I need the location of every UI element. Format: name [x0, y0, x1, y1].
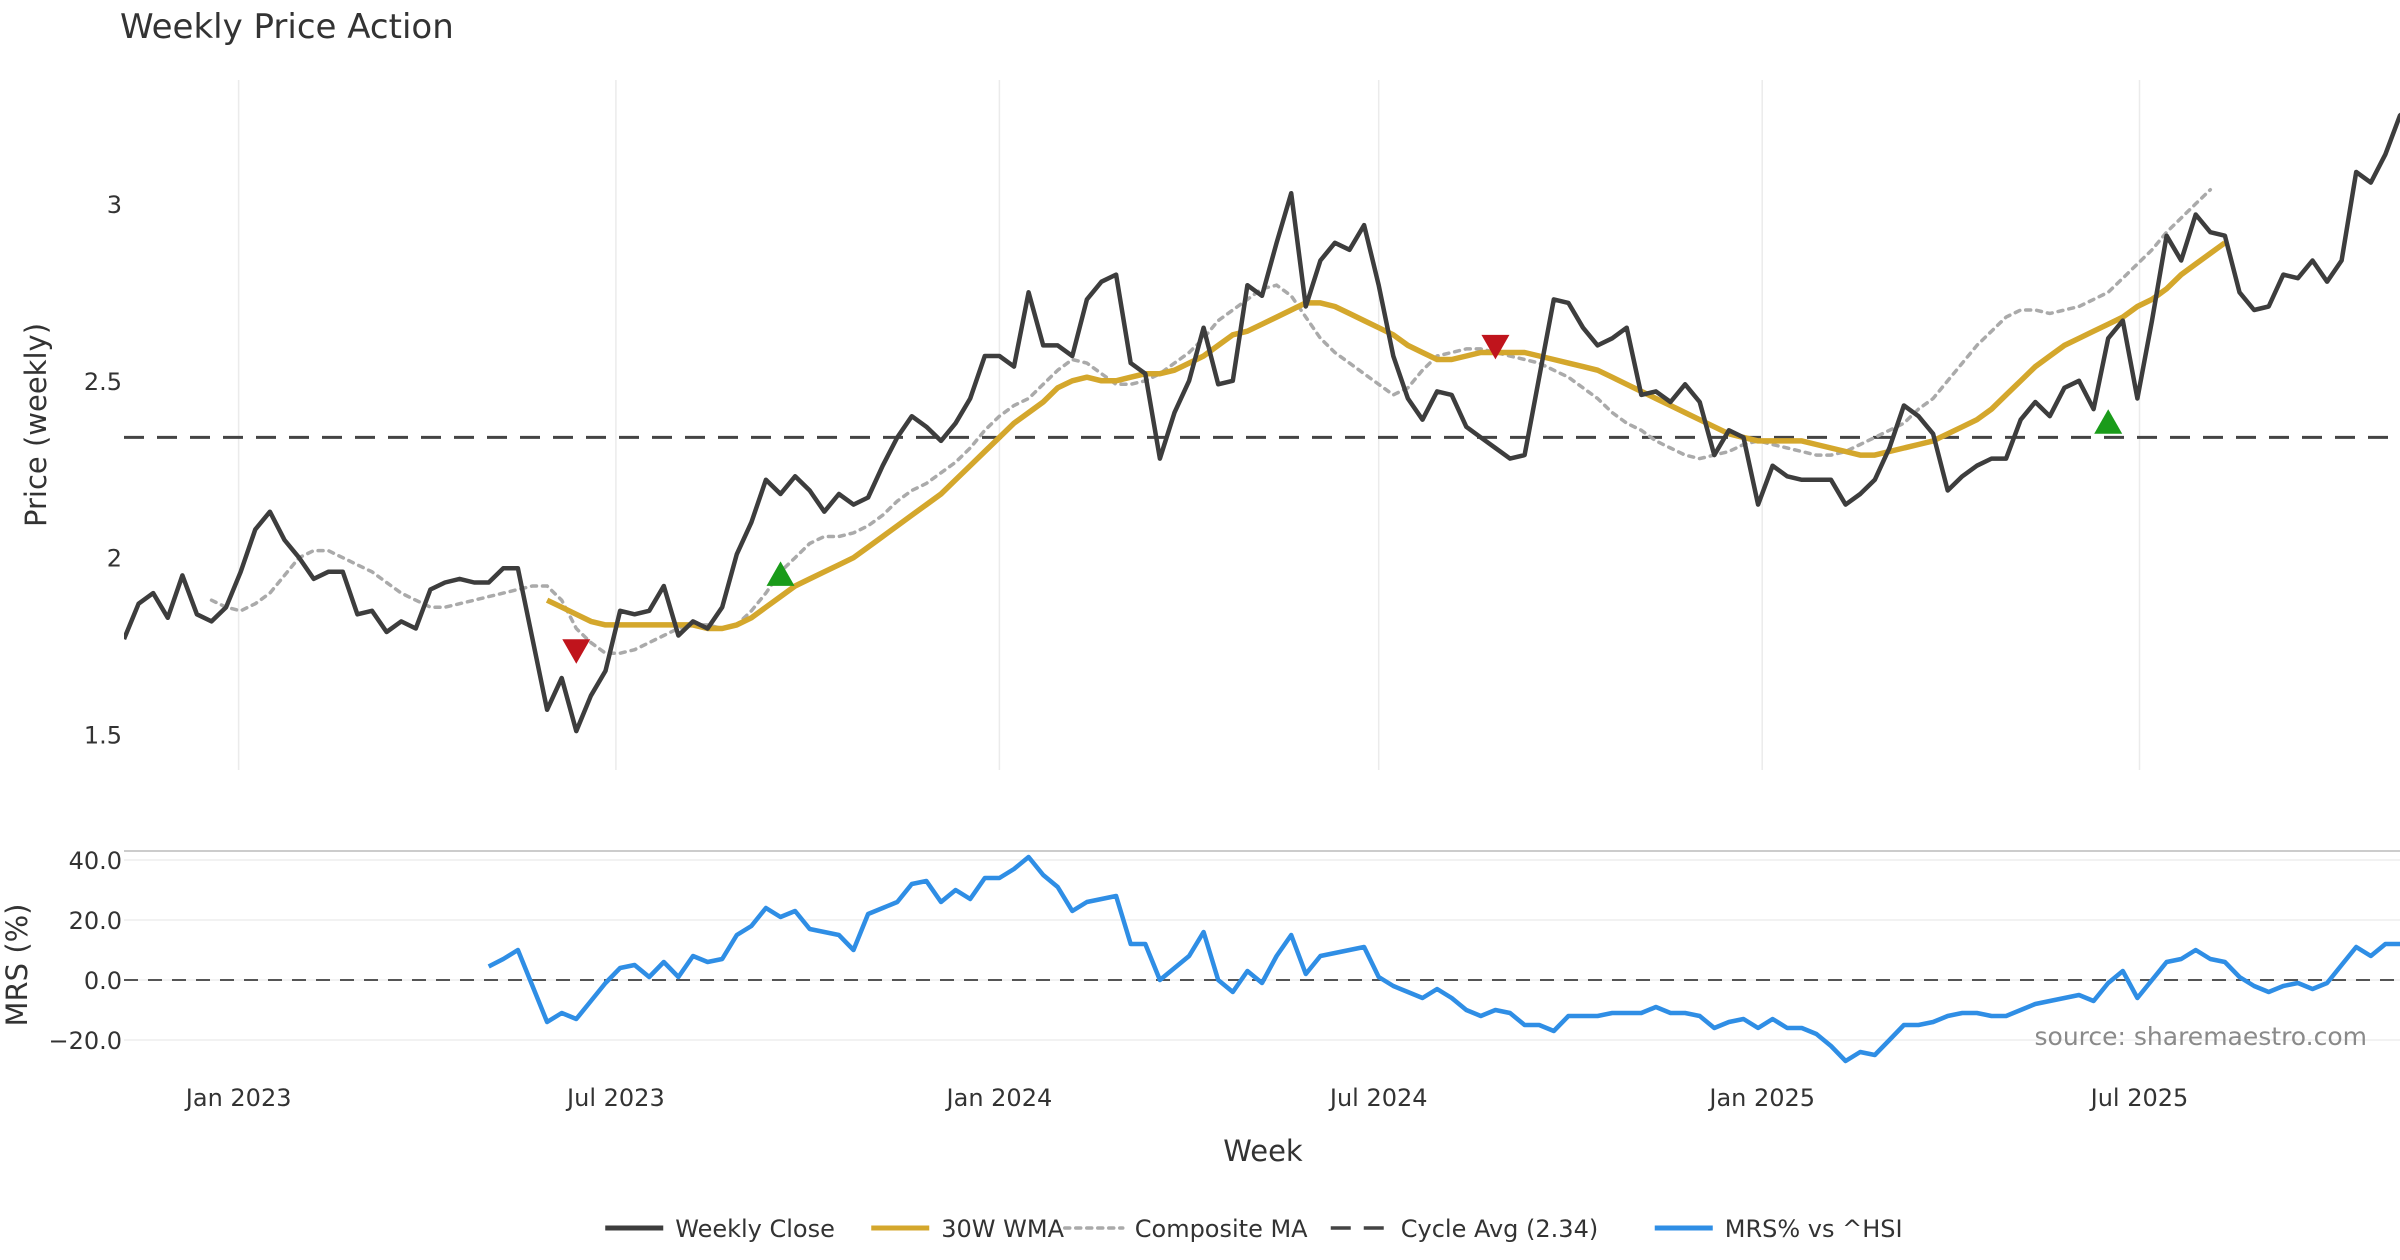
buy-signal-marker-3 [2094, 409, 2123, 434]
price-y-tick-label: 3 [107, 191, 122, 219]
series-mrs [487, 854, 2400, 1064]
mrs-y-ticks: −20.0 0.0 20.0 40.0 [48, 847, 122, 1055]
legend-label-0: Weekly Close [675, 1215, 835, 1243]
sell-signal-marker-0 [562, 639, 591, 664]
x-tick-label: Jan 2025 [1707, 1084, 1815, 1112]
mrs-y-axis-label: MRS (%) [0, 904, 34, 1027]
mrs-y-tick-label: −20.0 [48, 1027, 122, 1055]
sell-signal-marker-2 [1481, 334, 1510, 360]
signal-markers [562, 334, 2123, 664]
legend-label-4: MRS% vs ^HSI [1725, 1215, 1903, 1243]
series-30w-wma [545, 240, 2227, 632]
mrs-grid [124, 859, 2400, 1041]
chart-title: Weekly Price Action [120, 7, 454, 47]
legend-label-1: 30W WMA [941, 1215, 1064, 1243]
x-axis-label: Week [1223, 1134, 1303, 1168]
x-tick-label: Jul 2025 [2089, 1084, 2189, 1112]
legend: Weekly Close 30W WMA Composite MA Cycle Avg… [605, 1215, 1903, 1243]
price-grid [237, 80, 2141, 770]
source-note: source: sharemaestro.com [2035, 1022, 2368, 1051]
price-y-tick-label: 1.5 [84, 722, 122, 750]
x-ticks: Jan 2023 Jul 2023 Jan 2024 Jul 2024 Jan 2025… [184, 1084, 2189, 1112]
legend-label-3: Cycle Avg (2.34) [1401, 1215, 1598, 1243]
price-y-tick-label: 2 [107, 545, 122, 573]
x-tick-label: Jan 2024 [945, 1084, 1053, 1112]
mrs-y-tick-label: 0.0 [84, 967, 122, 995]
legend-label-2: Composite MA [1135, 1215, 1308, 1243]
x-tick-label: Jul 2023 [565, 1084, 665, 1112]
mrs-y-tick-label: 40.0 [69, 847, 122, 875]
x-tick-label: Jan 2023 [184, 1084, 292, 1112]
price-y-tick-label: 2.5 [84, 368, 122, 396]
x-tick-label: Jul 2024 [1328, 1084, 1428, 1112]
series-weekly-close [124, 112, 2400, 734]
series-composite-ma [209, 187, 2213, 655]
price-y-axis-label: Price (weekly) [19, 323, 53, 527]
mrs-y-tick-label: 20.0 [69, 907, 122, 935]
price-y-ticks: 1.5 2 2.5 3 [84, 191, 122, 750]
buy-signal-marker-1 [766, 561, 795, 586]
